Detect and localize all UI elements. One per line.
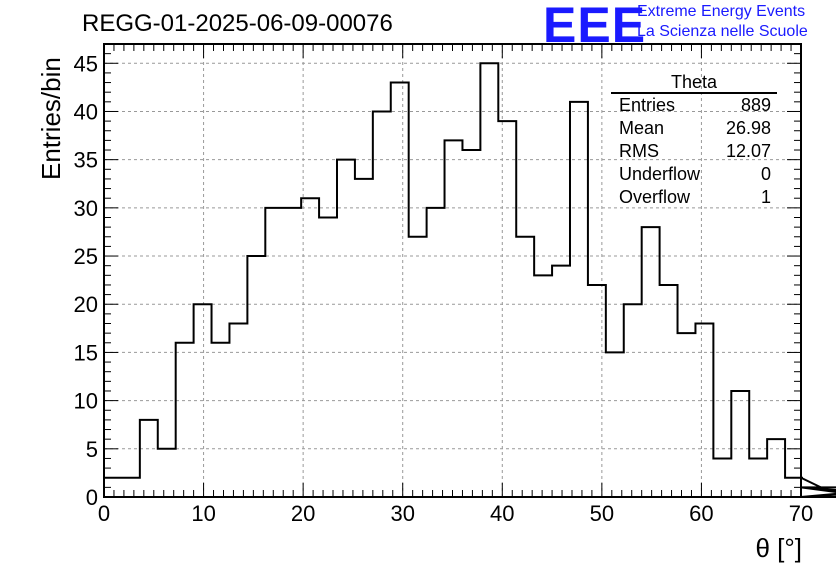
histogram-bin [229,324,247,497]
y-tick-label: 10 [74,389,98,414]
stats-row: Overflow 1 [611,186,777,209]
histogram-bin [265,208,283,497]
x-tick-label: 40 [490,501,514,526]
histogram-bin [427,208,445,497]
histogram-bin [767,439,785,497]
stats-rows: Entries 889 Mean 26.98 RMS 12.07 Underflow 0 Ove… [611,94,777,209]
histogram-bin [247,256,265,497]
eee-logo: EEE [543,0,647,53]
histogram-bin [158,449,176,497]
histogram-bin [731,391,749,497]
histogram-bin [176,343,194,497]
histogram-bin [642,227,660,497]
x-tick-label: 10 [191,501,215,526]
histogram-bin [749,458,767,497]
stats-row: Mean 26.98 [611,117,777,140]
stats-label: Entries [619,95,676,115]
histogram-bin [785,478,801,497]
chart-title: REGG-01-2025-06-09-00076 [82,10,393,37]
histogram-bin [355,179,373,497]
histogram-bin [588,285,606,497]
x-axis-label: θ [°] [755,533,802,563]
histogram-bin [391,83,409,497]
logo-line-2: La Scienza nelle Scuole [637,23,808,40]
histogram-bin [570,102,588,497]
stats-label: Mean [619,118,665,138]
stats-value: 0 [760,164,771,184]
stats-value: 1 [760,187,771,207]
logo-caption: Extreme Energy Events La Scienza nelle S… [637,2,808,42]
histogram-bin [462,150,480,497]
histogram-bin [319,217,337,497]
stats-row: Underflow 0 [611,163,777,186]
histogram-bin [534,275,552,497]
x-tick-label: 50 [590,501,614,526]
x-tick-label: 30 [390,501,414,526]
histogram-bin [606,352,624,497]
histogram-bin [498,121,516,497]
histogram-bin [301,198,319,497]
histogram-bin [212,343,230,497]
histogram-bin [445,140,463,497]
y-tick-label: 45 [74,51,98,76]
histogram-bin [373,111,391,497]
logo-line-1: Extreme Energy Events [637,3,806,20]
stats-title: Theta [611,70,777,94]
histogram-bin [104,478,122,497]
histogram-bin [140,420,158,497]
x-tick-label: 0 [98,501,110,526]
stats-label: Underflow [619,164,701,184]
y-tick-label: 5 [86,437,98,462]
histogram-bin [283,208,301,497]
y-tick-label: 40 [74,99,98,124]
stats-value: 12.07 [725,141,771,161]
x-tick-label: 70 [789,501,813,526]
y-tick-label: 0 [86,485,98,510]
plot-frame [103,43,802,498]
histogram-bin [409,237,427,497]
histogram-line [104,62,836,498]
histogram-bin [337,160,355,497]
stats-label: Overflow [619,187,691,207]
histogram-bin [480,63,498,497]
histogram-bin [713,458,731,497]
histogram-bin [695,324,713,497]
histogram-bin [624,304,642,497]
histogram-bin [122,478,140,497]
histogram-bin [678,333,696,497]
stats-box: Theta Entries 889 Mean 26.98 RMS 12.07 Underfl… [611,70,777,209]
y-tick-label: 30 [74,196,98,221]
stats-row: Entries 889 [611,94,777,117]
y-tick-label: 15 [74,340,98,365]
x-tick-label: 20 [291,501,315,526]
stats-label: RMS [619,141,659,161]
stats-value: 26.98 [725,118,771,138]
histogram-bin [660,285,678,497]
x-tick-label: 60 [689,501,713,526]
histogram-bin [194,304,212,497]
y-tick-label: 35 [74,148,98,173]
histogram-bin [552,266,570,497]
histogram-bin [516,237,534,497]
stats-row: RMS 12.07 [611,140,777,163]
y-tick-label: 20 [74,292,98,317]
y-tick-label: 25 [74,244,98,269]
stats-value: 889 [740,95,771,115]
